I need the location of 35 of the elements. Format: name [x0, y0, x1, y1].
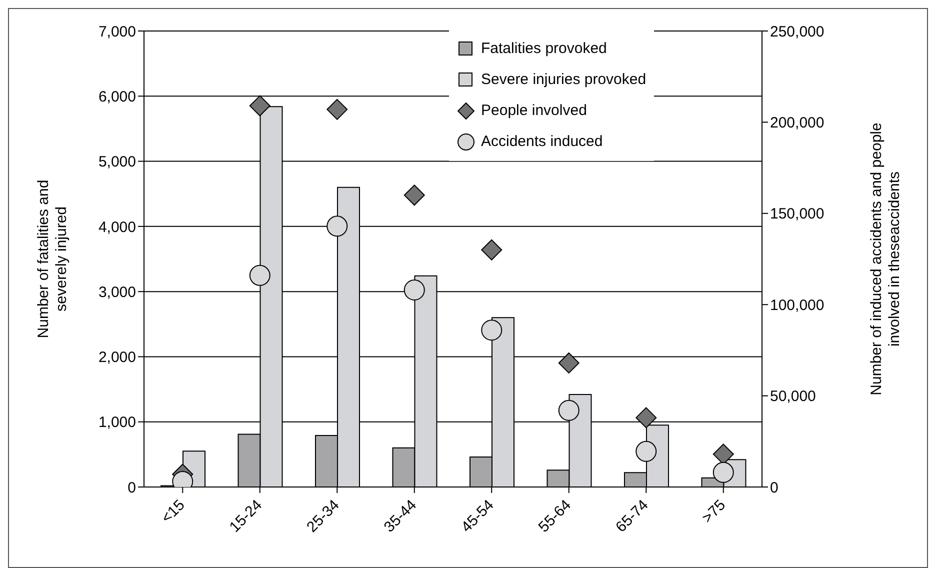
legend-label: Severe injuries provoked [481, 71, 646, 88]
y-tick-label: 7,000 [98, 23, 136, 40]
y2-tick-label: 150,000 [770, 206, 824, 223]
point [712, 462, 734, 483]
point [404, 280, 425, 301]
point [636, 440, 657, 462]
y-tick-label: 1,000 [98, 414, 136, 432]
point [481, 320, 502, 341]
legend-label: Accidents induced [481, 133, 603, 150]
y2-tick-label: 0 [770, 479, 778, 496]
point [636, 407, 657, 428]
point [326, 216, 348, 237]
point [249, 264, 270, 286]
point [481, 239, 502, 260]
x-tick-label: >75 [698, 496, 730, 527]
point [558, 352, 580, 374]
y-tick-label: 0 [128, 479, 136, 496]
y-axis-title: Number of fatalities and severely injured [35, 180, 70, 338]
y-tick-label: 4,000 [98, 218, 136, 236]
y2-tick-label: 50,000 [770, 388, 816, 406]
point [404, 184, 425, 206]
y-tick-label: 6,000 [98, 88, 136, 106]
point [326, 98, 348, 120]
legend-label: Fatalities provoked [481, 40, 607, 57]
y-tick-label: 3,000 [98, 284, 136, 301]
x-tick-label: <15 [158, 496, 188, 527]
point [558, 400, 580, 421]
y2-tick-label: 100,000 [770, 296, 824, 314]
y2-tick-label: 250,000 [770, 23, 824, 40]
y-tick-label: 2,000 [98, 349, 136, 366]
legend-label: People involved [481, 102, 587, 119]
y2-tick-label: 200,000 [770, 114, 824, 132]
point [249, 95, 270, 116]
y2-axis-title: Number of induced accidents and people involved in theseaccidents [868, 122, 903, 396]
y-tick-label: 5,000 [98, 154, 136, 171]
